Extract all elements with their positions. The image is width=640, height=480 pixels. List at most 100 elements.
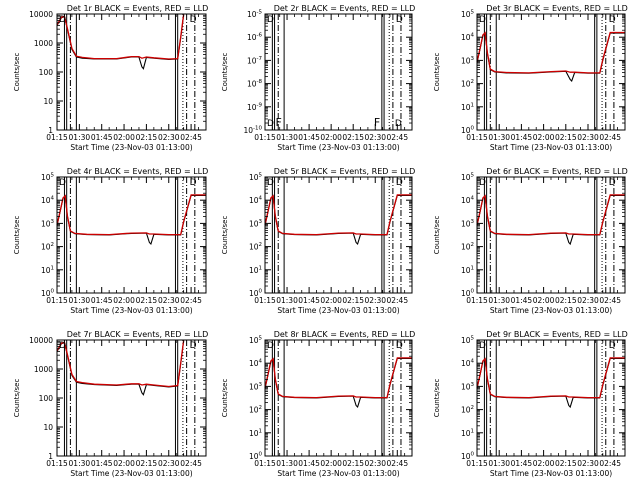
panel-title: Det 3r BLACK = Events, RED = LLD <box>486 4 628 13</box>
x-tick-label: 01:15 <box>466 459 488 468</box>
annotation-left: D <box>267 178 274 188</box>
x-tick-label: 02:00 <box>533 459 555 468</box>
y-tick-exponent: 4 <box>471 33 475 39</box>
y-tick-label: 101 <box>249 265 262 275</box>
x-tick-label: 01:15 <box>46 296 68 305</box>
y-axis-label: Counts/sec <box>433 53 441 92</box>
panel-title: Det 4r BLACK = Events, RED = LLD <box>67 167 209 176</box>
x-axis-label: Start Time (23-Nov-03 01:13:00) <box>277 469 399 478</box>
y-tick-exponent: 1 <box>471 428 475 434</box>
y-tick-label: 1 <box>48 452 53 461</box>
y-tick-exponent: 2 <box>259 242 263 248</box>
x-tick-label: 02:30 <box>364 459 386 468</box>
x-tick-label: 02:00 <box>533 133 555 142</box>
y-tick-label: 1000 <box>34 365 53 374</box>
y-tick-label: 100 <box>249 289 263 299</box>
y-tick-exponent: -7 <box>257 56 263 62</box>
annotation-right-inner: F <box>374 116 380 129</box>
annotation-left: D <box>479 178 486 188</box>
y-tick-exponent: 3 <box>51 219 55 225</box>
plot-frame <box>476 176 626 294</box>
x-tick-label: 02:45 <box>386 459 408 468</box>
y-tick-exponent: 1 <box>51 265 55 271</box>
x-tick-label: 02:15 <box>555 296 577 305</box>
x-tick-label: 01:15 <box>46 459 68 468</box>
y-tick-exponent: 5 <box>51 173 55 179</box>
y-tick-label: 10-5 <box>247 10 263 20</box>
y-tick-label: 105 <box>249 173 263 183</box>
x-tick-label: 02:45 <box>599 296 621 305</box>
y-tick-label: 101 <box>461 102 474 112</box>
x-tick-label: 01:30 <box>69 296 91 305</box>
y-axis-label: Counts/sec <box>433 216 441 255</box>
y-tick-label: 104 <box>461 33 475 43</box>
x-tick-label: 01:15 <box>254 296 276 305</box>
y-tick-label: 1000 <box>34 39 53 48</box>
y-axis-label: Counts/sec <box>13 379 21 418</box>
x-tick-label: 02:30 <box>577 296 599 305</box>
x-tick-label: 02:30 <box>364 296 386 305</box>
x-tick-label: 02:15 <box>555 459 577 468</box>
x-axis-label: Start Time (23-Nov-03 01:13:00) <box>70 143 192 152</box>
y-tick-label: 104 <box>461 359 475 369</box>
y-tick-label: 103 <box>461 219 475 229</box>
y-tick-label: 100 <box>39 394 54 403</box>
y-tick-exponent: 3 <box>259 219 263 225</box>
x-axis-label: Start Time (23-Nov-03 01:13:00) <box>490 143 612 152</box>
y-tick-label: 104 <box>249 359 263 369</box>
y-tick-exponent: 1 <box>259 265 263 271</box>
y-tick-label: 105 <box>461 10 475 20</box>
x-tick-label: 01:30 <box>276 459 298 468</box>
plot-frame <box>56 339 207 457</box>
y-tick-exponent: 2 <box>259 405 263 411</box>
x-tick-label: 01:45 <box>91 296 113 305</box>
annotation-left: D <box>267 15 274 25</box>
x-tick-label: 01:30 <box>488 133 510 142</box>
y-tick-exponent: 5 <box>471 173 475 179</box>
x-tick-label: 02:30 <box>364 133 386 142</box>
x-tick-label: 01:45 <box>91 133 113 142</box>
y-tick-label: 100 <box>39 68 54 77</box>
plot-frame <box>476 339 626 457</box>
y-tick-label: 102 <box>249 242 262 252</box>
y-tick-label: 101 <box>461 265 474 275</box>
y-tick-exponent: 3 <box>259 382 263 388</box>
y-tick-label: 10000 <box>29 10 53 19</box>
panel-det-7: 1 10 100 1000 10000 01:15 01:30 01:45 02:00 02:15… <box>13 330 208 478</box>
y-axis-label: Counts/sec <box>13 216 21 255</box>
y-tick-exponent: 1 <box>471 265 475 271</box>
plot-frame <box>56 13 207 131</box>
x-tick-label: 01:45 <box>298 133 320 142</box>
y-tick-exponent: 2 <box>471 242 475 248</box>
plot-frame <box>264 176 413 294</box>
plot-frame <box>56 176 207 294</box>
y-tick-exponent: 3 <box>471 219 475 225</box>
y-tick-label: 10-7 <box>247 56 263 66</box>
x-tick-label: 02:00 <box>113 133 135 142</box>
x-tick-label: 02:45 <box>180 296 202 305</box>
annotation-right: D <box>609 341 616 351</box>
x-tick-label: 01:45 <box>511 133 533 142</box>
y-tick-exponent: -9 <box>257 102 263 108</box>
y-tick-label: 10-9 <box>247 102 263 112</box>
y-tick-label: 102 <box>41 242 54 252</box>
y-tick-label: 103 <box>461 382 475 392</box>
x-tick-label: 01:15 <box>46 133 68 142</box>
x-tick-label: 02:30 <box>158 459 180 468</box>
y-tick-label: 100 <box>249 452 263 462</box>
y-tick-label: 100 <box>41 289 55 299</box>
series-line-lld <box>56 194 206 236</box>
y-tick-label: 100 <box>461 289 475 299</box>
y-tick-exponent: 0 <box>471 289 475 295</box>
y-tick-label: 101 <box>461 428 474 438</box>
panel-title: Det 8r BLACK = Events, RED = LLD <box>274 330 416 339</box>
annotation-right-bottom: D <box>395 119 402 129</box>
y-axis-label: Counts/sec <box>221 379 229 418</box>
y-tick-exponent: 4 <box>471 196 475 202</box>
x-tick-label: 02:15 <box>136 133 158 142</box>
x-tick-label: 01:30 <box>276 296 298 305</box>
y-axis-label: Counts/sec <box>13 53 21 92</box>
